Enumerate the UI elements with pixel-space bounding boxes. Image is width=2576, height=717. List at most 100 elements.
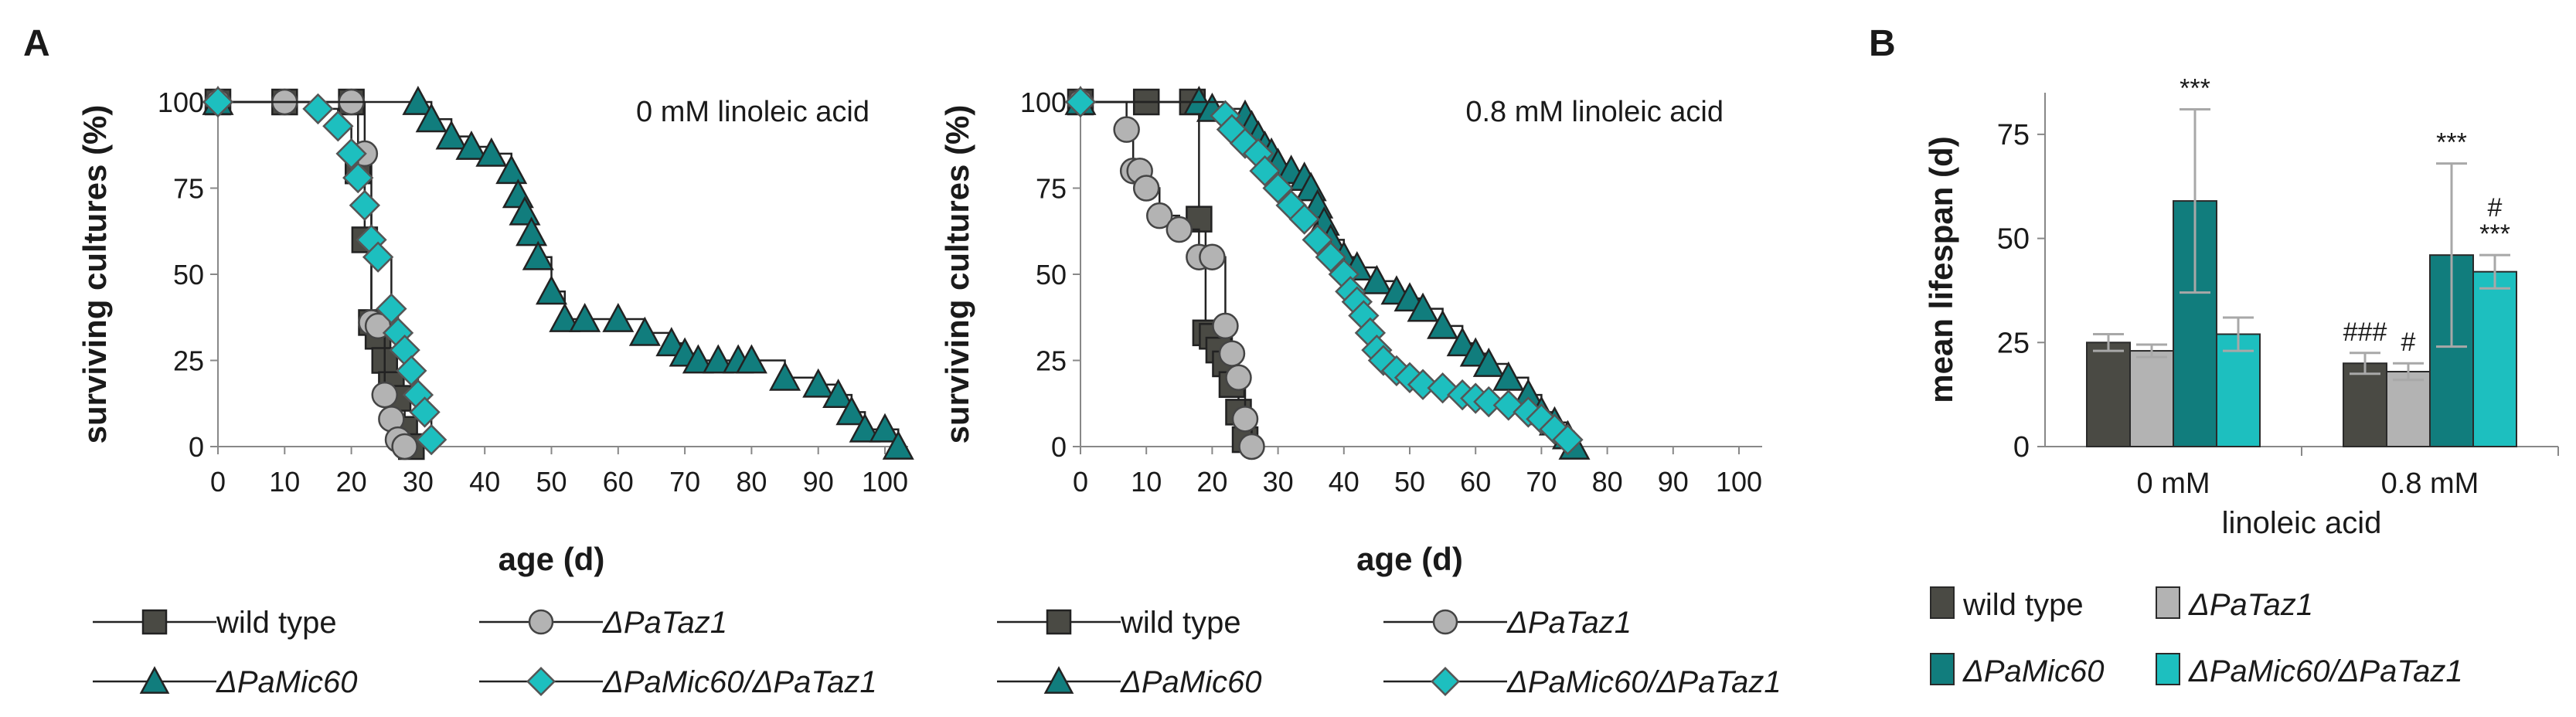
legend-item: ΔPaMic60 xyxy=(997,665,1261,699)
chart-title: 0.8 mM linoleic acid xyxy=(1465,96,1724,128)
x-tick-label: 30 xyxy=(403,466,434,498)
series-PaTaz1 xyxy=(1067,88,1265,460)
legend-swatch xyxy=(1930,653,1955,685)
legend-item: wild type xyxy=(93,606,337,640)
significance-label: # xyxy=(2401,328,2416,357)
panel-a-letter: A xyxy=(23,23,50,64)
legend-label: ΔPaTaz1 xyxy=(2188,588,2313,622)
x-tick-label: 50 xyxy=(536,466,567,498)
y-tick-label: 75 xyxy=(1997,119,2030,151)
x-tick-label: 90 xyxy=(803,466,834,498)
data-point xyxy=(835,396,868,426)
x-axis-label: age (d) xyxy=(1356,541,1463,577)
significance-label: ### xyxy=(2343,318,2387,347)
x-tick-label: 100 xyxy=(862,466,908,498)
legend-label: ΔPaMic60/ΔPaTaz1 xyxy=(1506,665,1781,699)
data-point xyxy=(1473,386,1505,418)
y-tick-label: 75 xyxy=(1036,173,1067,205)
series-PaMic60_PaTaz1 xyxy=(202,86,447,456)
y-tick-label: 75 xyxy=(173,173,204,205)
data-point xyxy=(655,327,688,357)
data-point xyxy=(1132,175,1160,202)
data-point xyxy=(822,379,855,408)
data-point xyxy=(1526,403,1557,435)
x-tick-label: 80 xyxy=(736,466,767,498)
legend-item: ΔPaTaz1 xyxy=(2156,586,2313,622)
data-point xyxy=(1218,340,1246,367)
data-point xyxy=(516,216,548,246)
y-tick-label: 100 xyxy=(1020,87,1067,118)
legend-panel-a: wild type ΔPaTaz1 ΔPaMic60 ΔPaMic60/ΔPaTaz1… xyxy=(93,606,1781,699)
data-point xyxy=(349,189,381,221)
legend-panel-b: wild type ΔPaTaz1 ΔPaMic60 ΔPaMic60/ΔPaTaz1 xyxy=(1930,586,2463,688)
x-tick-label: 0.8 mM xyxy=(2381,467,2479,500)
legend-swatch xyxy=(2156,653,2180,685)
legend-marker xyxy=(139,666,170,694)
bar xyxy=(2086,342,2131,448)
legend-item: wild type xyxy=(997,606,1241,640)
y-tick-label: 25 xyxy=(1997,327,2030,359)
bar xyxy=(2343,362,2387,447)
data-point xyxy=(362,241,394,273)
data-point xyxy=(1212,312,1239,340)
bar xyxy=(2472,270,2517,447)
legend-label: wild type xyxy=(216,606,337,640)
data-point xyxy=(322,110,354,142)
x-tick-label: 0 mM xyxy=(2137,467,2210,500)
data-point xyxy=(1262,172,1294,204)
data-point xyxy=(769,361,801,391)
data-point xyxy=(602,302,635,332)
significance-label: *** xyxy=(2180,74,2210,104)
y-tick-label: 25 xyxy=(1036,345,1067,377)
data-point xyxy=(1539,413,1570,445)
legend-label: wild type xyxy=(1120,606,1241,640)
legend-marker xyxy=(1430,666,1461,697)
y-tick-label: 50 xyxy=(1036,259,1067,291)
legend-swatch xyxy=(2156,586,2180,619)
data-point xyxy=(1552,423,1584,456)
significance-label: *** xyxy=(2479,219,2510,249)
data-point xyxy=(391,433,418,460)
data-point xyxy=(409,396,441,428)
significance-label: # xyxy=(2488,193,2503,223)
series-PaMic60 xyxy=(202,85,914,460)
data-point xyxy=(455,130,488,160)
legend-item: ΔPaMic60 xyxy=(1930,653,2104,688)
data-point xyxy=(802,368,835,398)
series-line xyxy=(1080,100,1576,447)
x-tick-label: 90 xyxy=(1658,466,1689,498)
x-tick-label: 10 xyxy=(269,466,300,498)
data-point xyxy=(1407,292,1439,322)
data-point xyxy=(1231,406,1259,433)
data-point xyxy=(869,413,901,443)
data-point xyxy=(882,430,914,460)
legend-item: ΔPaTaz1 xyxy=(1383,606,1632,640)
x-tick-label: 80 xyxy=(1592,466,1623,498)
survival-chart-0mm: 0 25 50 75 100 0 10 20 30 40 50 60 70 80 90 100 0 mM lin… xyxy=(77,85,914,577)
x-tick-label: 40 xyxy=(1329,466,1359,498)
x-tick-label: 60 xyxy=(1460,466,1491,498)
series-wild_type xyxy=(1067,88,1259,454)
y-axis-label: surviving cultures (%) xyxy=(77,105,113,444)
legend-label: ΔPaMic60/ΔPaTaz1 xyxy=(2188,654,2463,688)
panel-b-letter: B xyxy=(1869,23,1896,64)
x-tick-label: 100 xyxy=(1716,466,1762,498)
legend-label: wild type xyxy=(1962,588,2084,622)
bar xyxy=(2386,371,2431,448)
legend-label: ΔPaTaz1 xyxy=(602,606,727,640)
data-point xyxy=(682,344,714,374)
legend-marker xyxy=(141,609,168,635)
data-point xyxy=(1113,116,1140,143)
data-point xyxy=(376,293,407,325)
legend-item: ΔPaMic60 xyxy=(93,665,357,699)
data-point xyxy=(569,302,601,332)
y-tick-label: 0 xyxy=(2013,431,2030,464)
legend-marker xyxy=(1432,609,1458,635)
series-PaTaz1 xyxy=(204,88,418,460)
y-tick-label: 25 xyxy=(173,345,204,377)
data-point xyxy=(415,423,447,456)
bar xyxy=(2216,333,2261,447)
data-point xyxy=(435,120,468,150)
data-point xyxy=(1367,345,1400,376)
survival-chart-08mm: 0 25 50 75 100 0 10 20 30 40 50 60 70 80 90 100 0.8 mM l… xyxy=(939,85,1762,577)
